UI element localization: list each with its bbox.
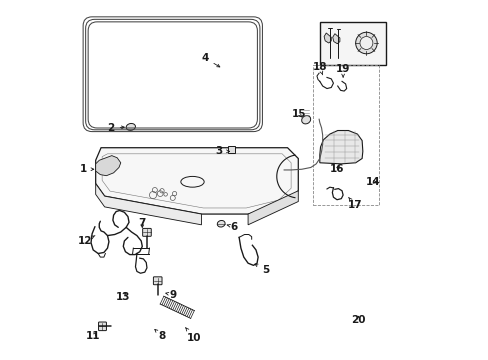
Text: 13: 13 bbox=[115, 292, 129, 302]
FancyBboxPatch shape bbox=[153, 277, 162, 285]
Circle shape bbox=[359, 37, 372, 49]
Text: 18: 18 bbox=[312, 62, 326, 75]
Text: 12: 12 bbox=[78, 235, 95, 246]
Polygon shape bbox=[247, 191, 298, 225]
Text: 7: 7 bbox=[138, 218, 146, 228]
FancyBboxPatch shape bbox=[227, 146, 234, 153]
Ellipse shape bbox=[217, 220, 224, 227]
Text: 17: 17 bbox=[347, 197, 362, 210]
Text: 6: 6 bbox=[227, 222, 237, 231]
Text: 3: 3 bbox=[215, 146, 229, 156]
Ellipse shape bbox=[126, 123, 135, 130]
Text: 4: 4 bbox=[201, 53, 219, 67]
Polygon shape bbox=[324, 33, 330, 43]
Text: 9: 9 bbox=[165, 290, 176, 300]
Polygon shape bbox=[96, 184, 201, 225]
Text: 1: 1 bbox=[80, 164, 94, 174]
Text: 20: 20 bbox=[350, 315, 365, 325]
Polygon shape bbox=[96, 148, 298, 214]
Text: 5: 5 bbox=[254, 264, 269, 275]
Text: 15: 15 bbox=[291, 109, 306, 120]
Text: 16: 16 bbox=[329, 164, 344, 174]
Polygon shape bbox=[332, 34, 339, 44]
Polygon shape bbox=[96, 156, 121, 176]
FancyBboxPatch shape bbox=[319, 22, 386, 65]
FancyBboxPatch shape bbox=[99, 322, 106, 330]
Text: 19: 19 bbox=[335, 64, 349, 77]
Ellipse shape bbox=[301, 116, 310, 124]
FancyBboxPatch shape bbox=[142, 228, 151, 236]
Circle shape bbox=[355, 32, 376, 54]
Text: 2: 2 bbox=[107, 123, 124, 133]
Text: 11: 11 bbox=[86, 331, 100, 341]
Polygon shape bbox=[319, 131, 362, 164]
Text: 8: 8 bbox=[155, 329, 165, 341]
Text: 10: 10 bbox=[185, 328, 201, 343]
Text: 14: 14 bbox=[366, 177, 380, 187]
